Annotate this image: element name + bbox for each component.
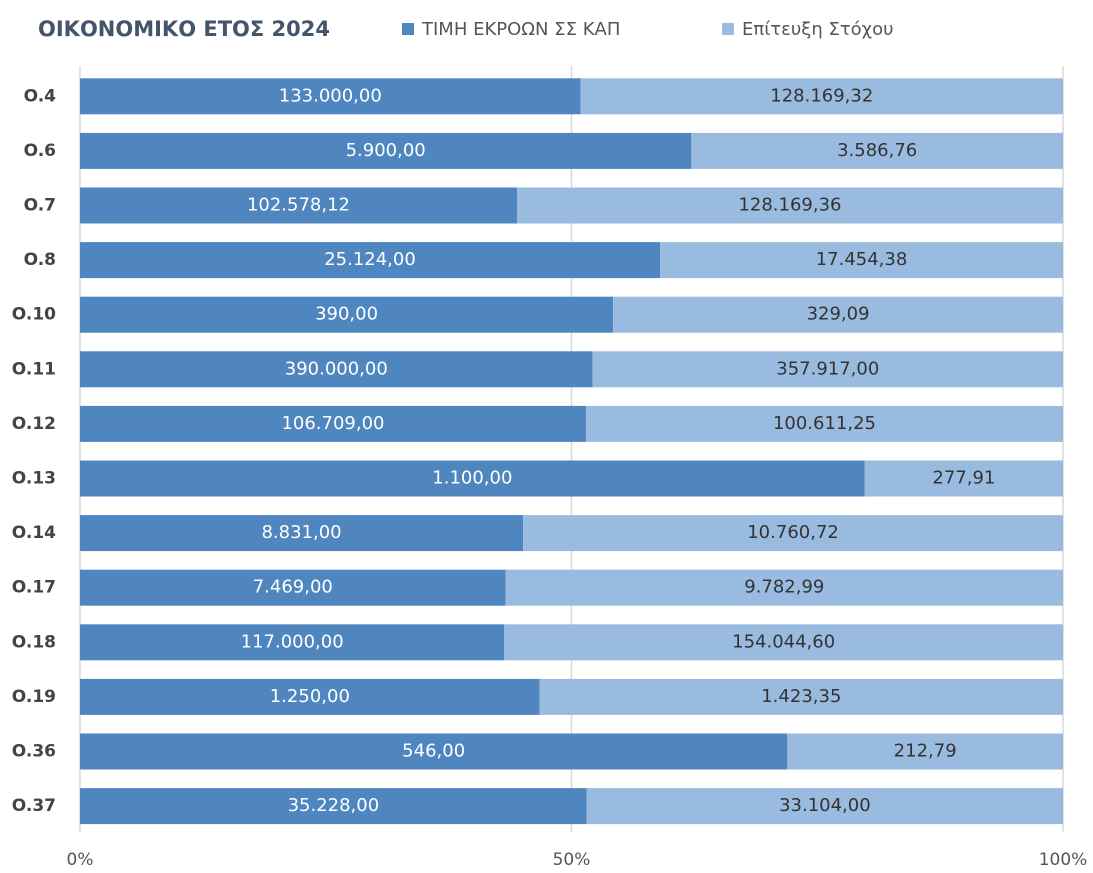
bar-segment xyxy=(691,132,1063,169)
bar-segment xyxy=(592,351,1063,388)
data-label: 128.169,36 xyxy=(738,195,841,216)
bar-segment xyxy=(516,187,1063,224)
data-label: 117.000,00 xyxy=(241,631,344,652)
data-label: 7.469,00 xyxy=(253,577,333,598)
legend-label: Επίτευξη Στόχου xyxy=(742,19,894,40)
data-label: 5.900,00 xyxy=(346,140,426,161)
y-tick-label: O.37 xyxy=(12,796,56,816)
y-tick-label: O.10 xyxy=(12,305,56,325)
bar-segment xyxy=(613,296,1063,333)
x-tick-label: 100% xyxy=(1039,850,1088,870)
data-label: 329,09 xyxy=(807,304,870,325)
data-label: 1.100,00 xyxy=(432,468,512,489)
data-label: 546,00 xyxy=(402,741,465,762)
bar-segment xyxy=(80,296,614,333)
data-label: 1.423,35 xyxy=(761,686,841,707)
data-label: 106.709,00 xyxy=(281,413,384,434)
data-label: 3.586,76 xyxy=(837,140,917,161)
y-tick-label: O.8 xyxy=(24,250,56,270)
x-tick-label: 50% xyxy=(553,850,591,870)
bar-segment xyxy=(80,187,517,224)
bar-segment xyxy=(580,78,1063,115)
data-label: 100.611,25 xyxy=(773,413,876,434)
x-tick-label: 0% xyxy=(67,850,94,870)
data-label: 10.760,72 xyxy=(747,522,839,543)
bar-segment xyxy=(80,733,788,770)
y-tick-label: O.19 xyxy=(12,687,56,707)
data-label: 133.000,00 xyxy=(279,85,382,106)
data-label: 277,91 xyxy=(932,468,995,489)
data-label: 25.124,00 xyxy=(324,249,416,270)
y-tick-label: O.12 xyxy=(12,414,56,434)
data-label: 390,00 xyxy=(315,304,378,325)
bar-segment xyxy=(585,405,1063,442)
y-tick-label: O.13 xyxy=(12,469,56,489)
bar-segment xyxy=(80,460,865,497)
bar-segment xyxy=(539,678,1063,715)
bar-segment xyxy=(505,569,1063,606)
data-label: 17.454,38 xyxy=(816,249,908,270)
y-tick-label: O.4 xyxy=(24,86,57,106)
bar-segment xyxy=(504,624,1063,661)
bar-segment xyxy=(787,733,1063,770)
data-label: 1.250,00 xyxy=(270,686,350,707)
bar-segment xyxy=(80,515,524,552)
bar-segment xyxy=(80,78,581,115)
legend-swatch xyxy=(402,23,414,35)
data-label: 8.831,00 xyxy=(261,522,341,543)
y-tick-label: O.36 xyxy=(12,742,56,762)
data-label: 390.000,00 xyxy=(285,358,388,379)
y-tick-label: O.17 xyxy=(12,578,56,598)
data-label: 33.104,00 xyxy=(779,795,871,816)
data-label: 102.578,12 xyxy=(247,195,350,216)
data-label: 357.917,00 xyxy=(776,358,879,379)
bar-segment xyxy=(660,242,1063,279)
legend-swatch xyxy=(722,23,734,35)
bar-segment xyxy=(80,351,593,388)
bar-segment xyxy=(80,242,661,279)
bar-segment xyxy=(80,405,586,442)
data-label: 154.044,60 xyxy=(732,631,835,652)
data-label: 35.228,00 xyxy=(288,795,380,816)
legend-label: ΤΙΜΗ ΕΚΡΟΩΝ ΣΣ ΚΑΠ xyxy=(421,19,620,40)
y-tick-label: O.14 xyxy=(12,523,56,543)
bar-segment xyxy=(80,788,587,825)
bar-segment xyxy=(864,460,1063,497)
data-label: 128.169,32 xyxy=(770,85,873,106)
chart-title: ΟΙΚΟΝΟΜΙΚΟ ΕΤΟΣ 2024 xyxy=(38,17,330,41)
bar-segment xyxy=(80,132,692,169)
y-tick-label: O.18 xyxy=(12,632,56,652)
y-tick-label: O.11 xyxy=(12,359,56,379)
bar-segment xyxy=(80,624,505,661)
y-tick-label: O.7 xyxy=(24,196,56,216)
data-label: 9.782,99 xyxy=(744,577,824,598)
data-label: 212,79 xyxy=(894,741,957,762)
bar-segment xyxy=(80,569,506,606)
bar-segment xyxy=(523,515,1063,552)
bar-segment xyxy=(80,678,540,715)
bar-segment xyxy=(586,788,1063,825)
y-tick-label: O.6 xyxy=(24,141,56,161)
